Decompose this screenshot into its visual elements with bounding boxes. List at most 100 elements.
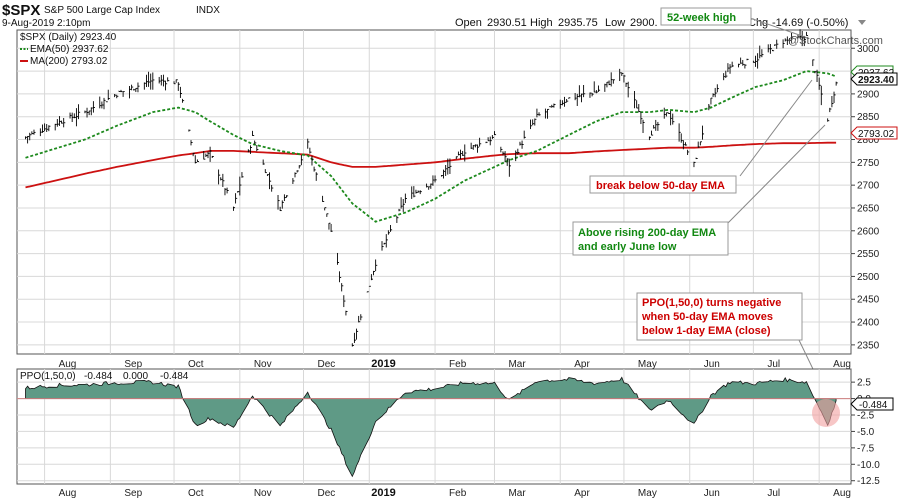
price-bar (638, 104, 641, 113)
price-bar (653, 125, 656, 129)
price-bar (805, 31, 809, 36)
price-bar (118, 90, 121, 92)
price-bar (42, 124, 45, 133)
y-tick-label: 2500 (857, 272, 880, 283)
price-bar (725, 70, 728, 78)
price-bar (769, 44, 772, 54)
y-tick-label: -5.0 (857, 427, 875, 438)
price-bar (415, 189, 418, 194)
x-tick-label: Dec (317, 359, 335, 370)
price-bar (426, 183, 429, 188)
price-bar (207, 151, 210, 159)
price-bar (710, 97, 713, 105)
price-axis: 2350 2400 2450 2500 2550 2600 2650 2700 2750 2800… (851, 44, 880, 351)
price-bar (192, 152, 195, 157)
price-bar (519, 141, 522, 146)
price-bar (101, 101, 104, 109)
price-bar (428, 186, 431, 190)
price-bar (343, 295, 346, 308)
price-bar (419, 190, 422, 195)
price-bar (606, 81, 609, 88)
legend-ma: MA(200) 2793.02 (30, 56, 108, 67)
price-bar (158, 76, 161, 84)
price-bar (693, 161, 696, 168)
price-bar (593, 81, 596, 93)
price-bar (697, 141, 700, 148)
price-bar (610, 72, 613, 87)
price-bar (655, 119, 658, 131)
price-bar (835, 81, 838, 86)
price-bar (682, 140, 685, 150)
price-bar (515, 150, 518, 162)
x-tick-label: Jul (767, 359, 780, 370)
price-bar (99, 96, 102, 109)
price-bar (589, 92, 592, 98)
x-tick-label: Aug (833, 488, 851, 499)
price-bar (249, 145, 253, 154)
price-bar (740, 57, 743, 64)
ppo-axis: -12.5-10.0-7.5-5.0-2.50.02.5 (851, 378, 880, 487)
price-bar (167, 77, 170, 82)
price-bar (375, 259, 378, 272)
price-bar (716, 84, 719, 93)
price-bar (786, 36, 789, 45)
x-tick-label: Aug (59, 359, 77, 370)
price-bar (298, 165, 301, 169)
price-bar (812, 59, 815, 67)
price-bar (330, 223, 333, 232)
price-bar (449, 158, 452, 174)
price-bar (29, 132, 32, 141)
price-bar (820, 85, 823, 106)
price-bar (434, 175, 437, 183)
price-bar (241, 172, 244, 178)
x-tick-label: Dec (317, 488, 335, 499)
price-bar (636, 100, 639, 109)
price-bar (211, 155, 214, 159)
annotation-above-200: Above rising 200-day EMA and early June … (572, 124, 826, 256)
price-bar (277, 195, 280, 210)
price-bar (489, 136, 492, 146)
price-bar (443, 169, 446, 179)
price-bar (196, 159, 199, 163)
price-bar (61, 120, 64, 124)
price-bar (702, 125, 705, 140)
watermark: @StockCharts.com (788, 35, 883, 47)
price-bar (657, 121, 660, 131)
price-bar (714, 87, 717, 98)
price-bar (173, 81, 176, 85)
price-bar (353, 332, 357, 344)
price-bar (56, 119, 59, 127)
price-bar (491, 135, 494, 139)
price-bar (731, 61, 734, 68)
price-bar (791, 32, 794, 44)
price-bar (33, 129, 36, 135)
x-tick-label: Sep (124, 359, 142, 370)
svg-text:below 1-day EMA (close): below 1-day EMA (close) (642, 325, 771, 337)
chg-label: Chg (748, 17, 768, 29)
y-tick-label: 2350 (857, 340, 880, 351)
price-bar (188, 129, 191, 132)
price-bar (502, 151, 505, 156)
price-bar (581, 93, 584, 103)
x-tick-label: Feb (449, 359, 467, 370)
price-bar (604, 83, 607, 92)
price-bar (472, 145, 475, 150)
price-bar (640, 112, 643, 125)
price-bar (699, 141, 702, 146)
y-tick-label: 2650 (857, 203, 880, 214)
price-bar (746, 58, 749, 61)
price-bar (523, 130, 526, 139)
price-bar (430, 183, 433, 189)
price-bar (307, 138, 310, 149)
low-value: 2900. (630, 17, 658, 29)
price-bar (759, 45, 762, 59)
price-bar (294, 172, 297, 178)
legend-ema: EMA(50) 2937.62 (30, 44, 109, 55)
price-bar (226, 187, 229, 194)
price-bar (46, 124, 49, 132)
price-bar (670, 110, 673, 126)
ppo-legend-label: PPO(1,50,0) (20, 371, 76, 382)
x-tick-label: Apr (574, 359, 590, 370)
price-bar (311, 155, 314, 166)
